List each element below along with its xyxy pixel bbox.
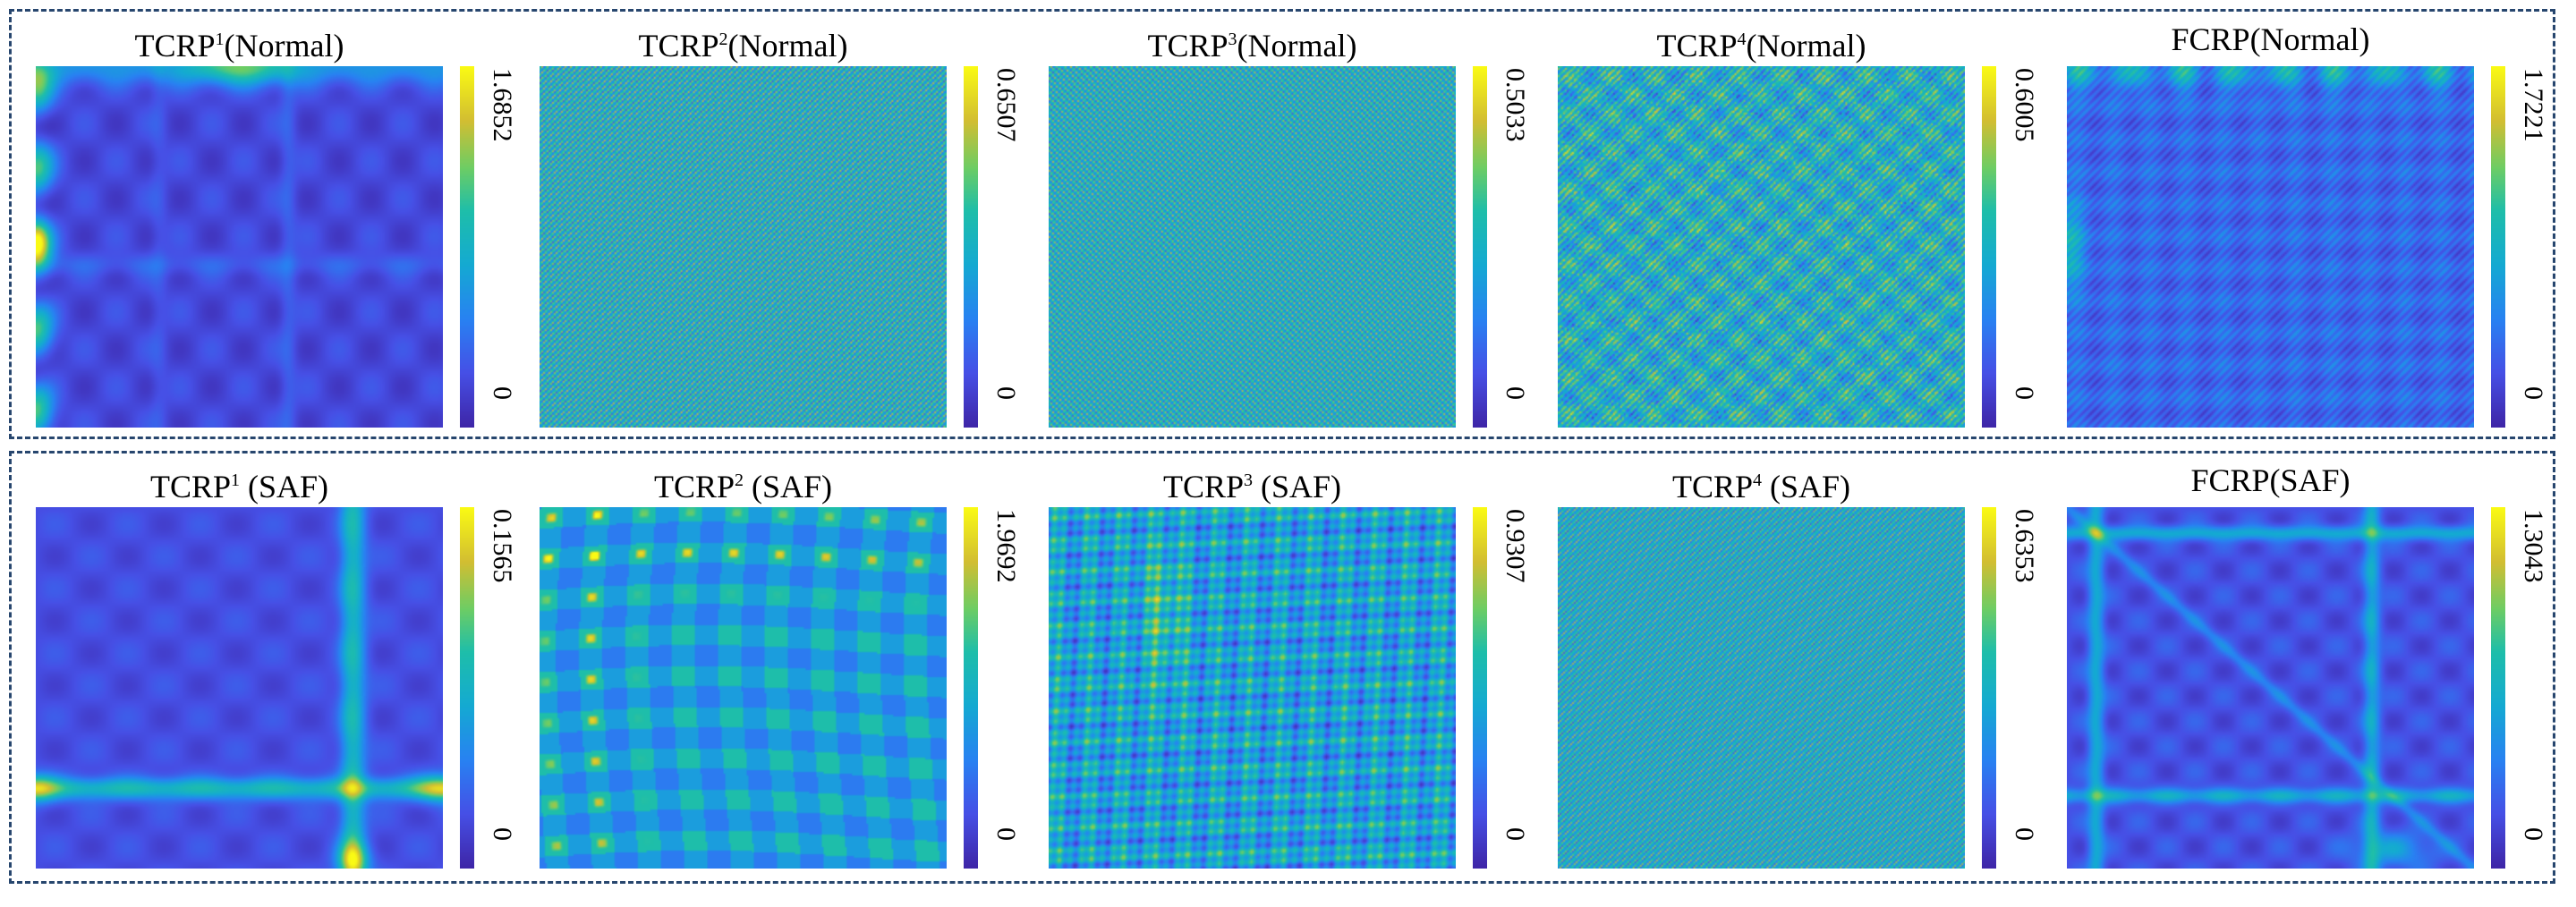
title-superscript: 2 (718, 30, 728, 49)
title-superscript: 4 (1753, 470, 1762, 490)
colorbar-min-label: 0 (2010, 386, 2039, 400)
panel-title: TCRP4 (SAF) (1558, 462, 1965, 504)
title-superscript: 3 (1244, 470, 1253, 490)
title-superscript: 3 (1228, 30, 1237, 49)
title-prefix: TCRP (653, 469, 735, 504)
colorbar (1473, 66, 1487, 428)
heatmap-image (36, 507, 443, 869)
colorbar-max-label: 1.7221 (2519, 68, 2548, 142)
heatmap-image (540, 507, 947, 869)
colorbar (1982, 507, 1996, 869)
heatmap-image (2067, 507, 2474, 869)
title-suffix: (Normal) (727, 28, 848, 64)
title-suffix: (SAF) (1762, 469, 1851, 504)
colorbar-max-label: 0.5033 (1501, 68, 1530, 142)
panel-title: TCRP4(Normal) (1558, 21, 1965, 64)
colorbar-min-label: 0 (1501, 827, 1530, 841)
colorbar (964, 507, 978, 869)
title-prefix: TCRP (638, 28, 719, 64)
colorbar-min-label: 0 (991, 386, 1021, 400)
panel-title: TCRP2(Normal) (540, 21, 947, 64)
title-suffix: (Normal) (1746, 28, 1866, 64)
panel-title: FCRP(SAF) (2067, 462, 2474, 498)
title-suffix: (Normal) (224, 28, 344, 64)
title-suffix: (SAF) (1253, 469, 1342, 504)
colorbar-max-label: 1.3043 (2519, 509, 2548, 583)
colorbar-max-label: 1.9692 (991, 509, 1021, 583)
colorbar-max-label: 1.6852 (488, 68, 517, 142)
panel-title: TCRP2 (SAF) (540, 462, 947, 504)
colorbar (460, 507, 474, 869)
colorbar (2491, 507, 2505, 869)
title-prefix: TCRP (1162, 469, 1244, 504)
saf-group-frame (9, 451, 2555, 884)
colorbar (460, 66, 474, 428)
title-superscript: 1 (231, 470, 240, 490)
title-prefix: TCRP (134, 28, 216, 64)
title-suffix: (SAF) (240, 469, 329, 504)
title-prefix: TCRP (149, 469, 231, 504)
heatmap-image (1558, 507, 1965, 869)
colorbar (964, 66, 978, 428)
colorbar-min-label: 0 (991, 827, 1021, 841)
colorbar-max-label: 0.9307 (1501, 509, 1530, 583)
heatmap-image (1049, 507, 1456, 869)
title-superscript: 2 (735, 470, 744, 490)
heatmap-image (2067, 66, 2474, 428)
colorbar (1473, 507, 1487, 869)
colorbar (2491, 66, 2505, 428)
colorbar-max-label: 0.6507 (991, 68, 1021, 142)
title-prefix: TCRP (1671, 469, 1753, 504)
title-suffix: (SAF) (2269, 462, 2351, 498)
colorbar-max-label: 0.6005 (2010, 68, 2039, 142)
panel-title: TCRP3 (SAF) (1049, 462, 1456, 504)
heatmap-image (540, 66, 947, 428)
heatmap-image (1049, 66, 1456, 428)
title-prefix: TCRP (1656, 28, 1738, 64)
title-suffix: (Normal) (2249, 21, 2370, 57)
title-suffix: (SAF) (744, 469, 833, 504)
title-prefix: FCRP (2171, 21, 2250, 57)
title-prefix: FCRP (2190, 462, 2270, 498)
panel-title: TCRP1(Normal) (36, 21, 443, 64)
colorbar-max-label: 0.1565 (488, 509, 517, 583)
title-suffix: (Normal) (1237, 28, 1357, 64)
colorbar-min-label: 0 (2010, 827, 2039, 841)
colorbar-min-label: 0 (2519, 827, 2548, 841)
heatmap-image (1558, 66, 1965, 428)
normal-group-frame (9, 9, 2555, 439)
colorbar (1982, 66, 1996, 428)
colorbar-min-label: 0 (488, 827, 517, 841)
title-superscript: 1 (215, 30, 225, 49)
title-superscript: 4 (1737, 30, 1747, 49)
colorbar-max-label: 0.6353 (2010, 509, 2039, 583)
title-prefix: TCRP (1147, 28, 1228, 64)
panel-title: TCRP1 (SAF) (36, 462, 443, 504)
colorbar-min-label: 0 (2519, 386, 2548, 400)
panel-title: FCRP(Normal) (2067, 21, 2474, 57)
panel-title: TCRP3(Normal) (1049, 21, 1456, 64)
colorbar-min-label: 0 (488, 386, 517, 400)
heatmap-image (36, 66, 443, 428)
colorbar-min-label: 0 (1501, 386, 1530, 400)
